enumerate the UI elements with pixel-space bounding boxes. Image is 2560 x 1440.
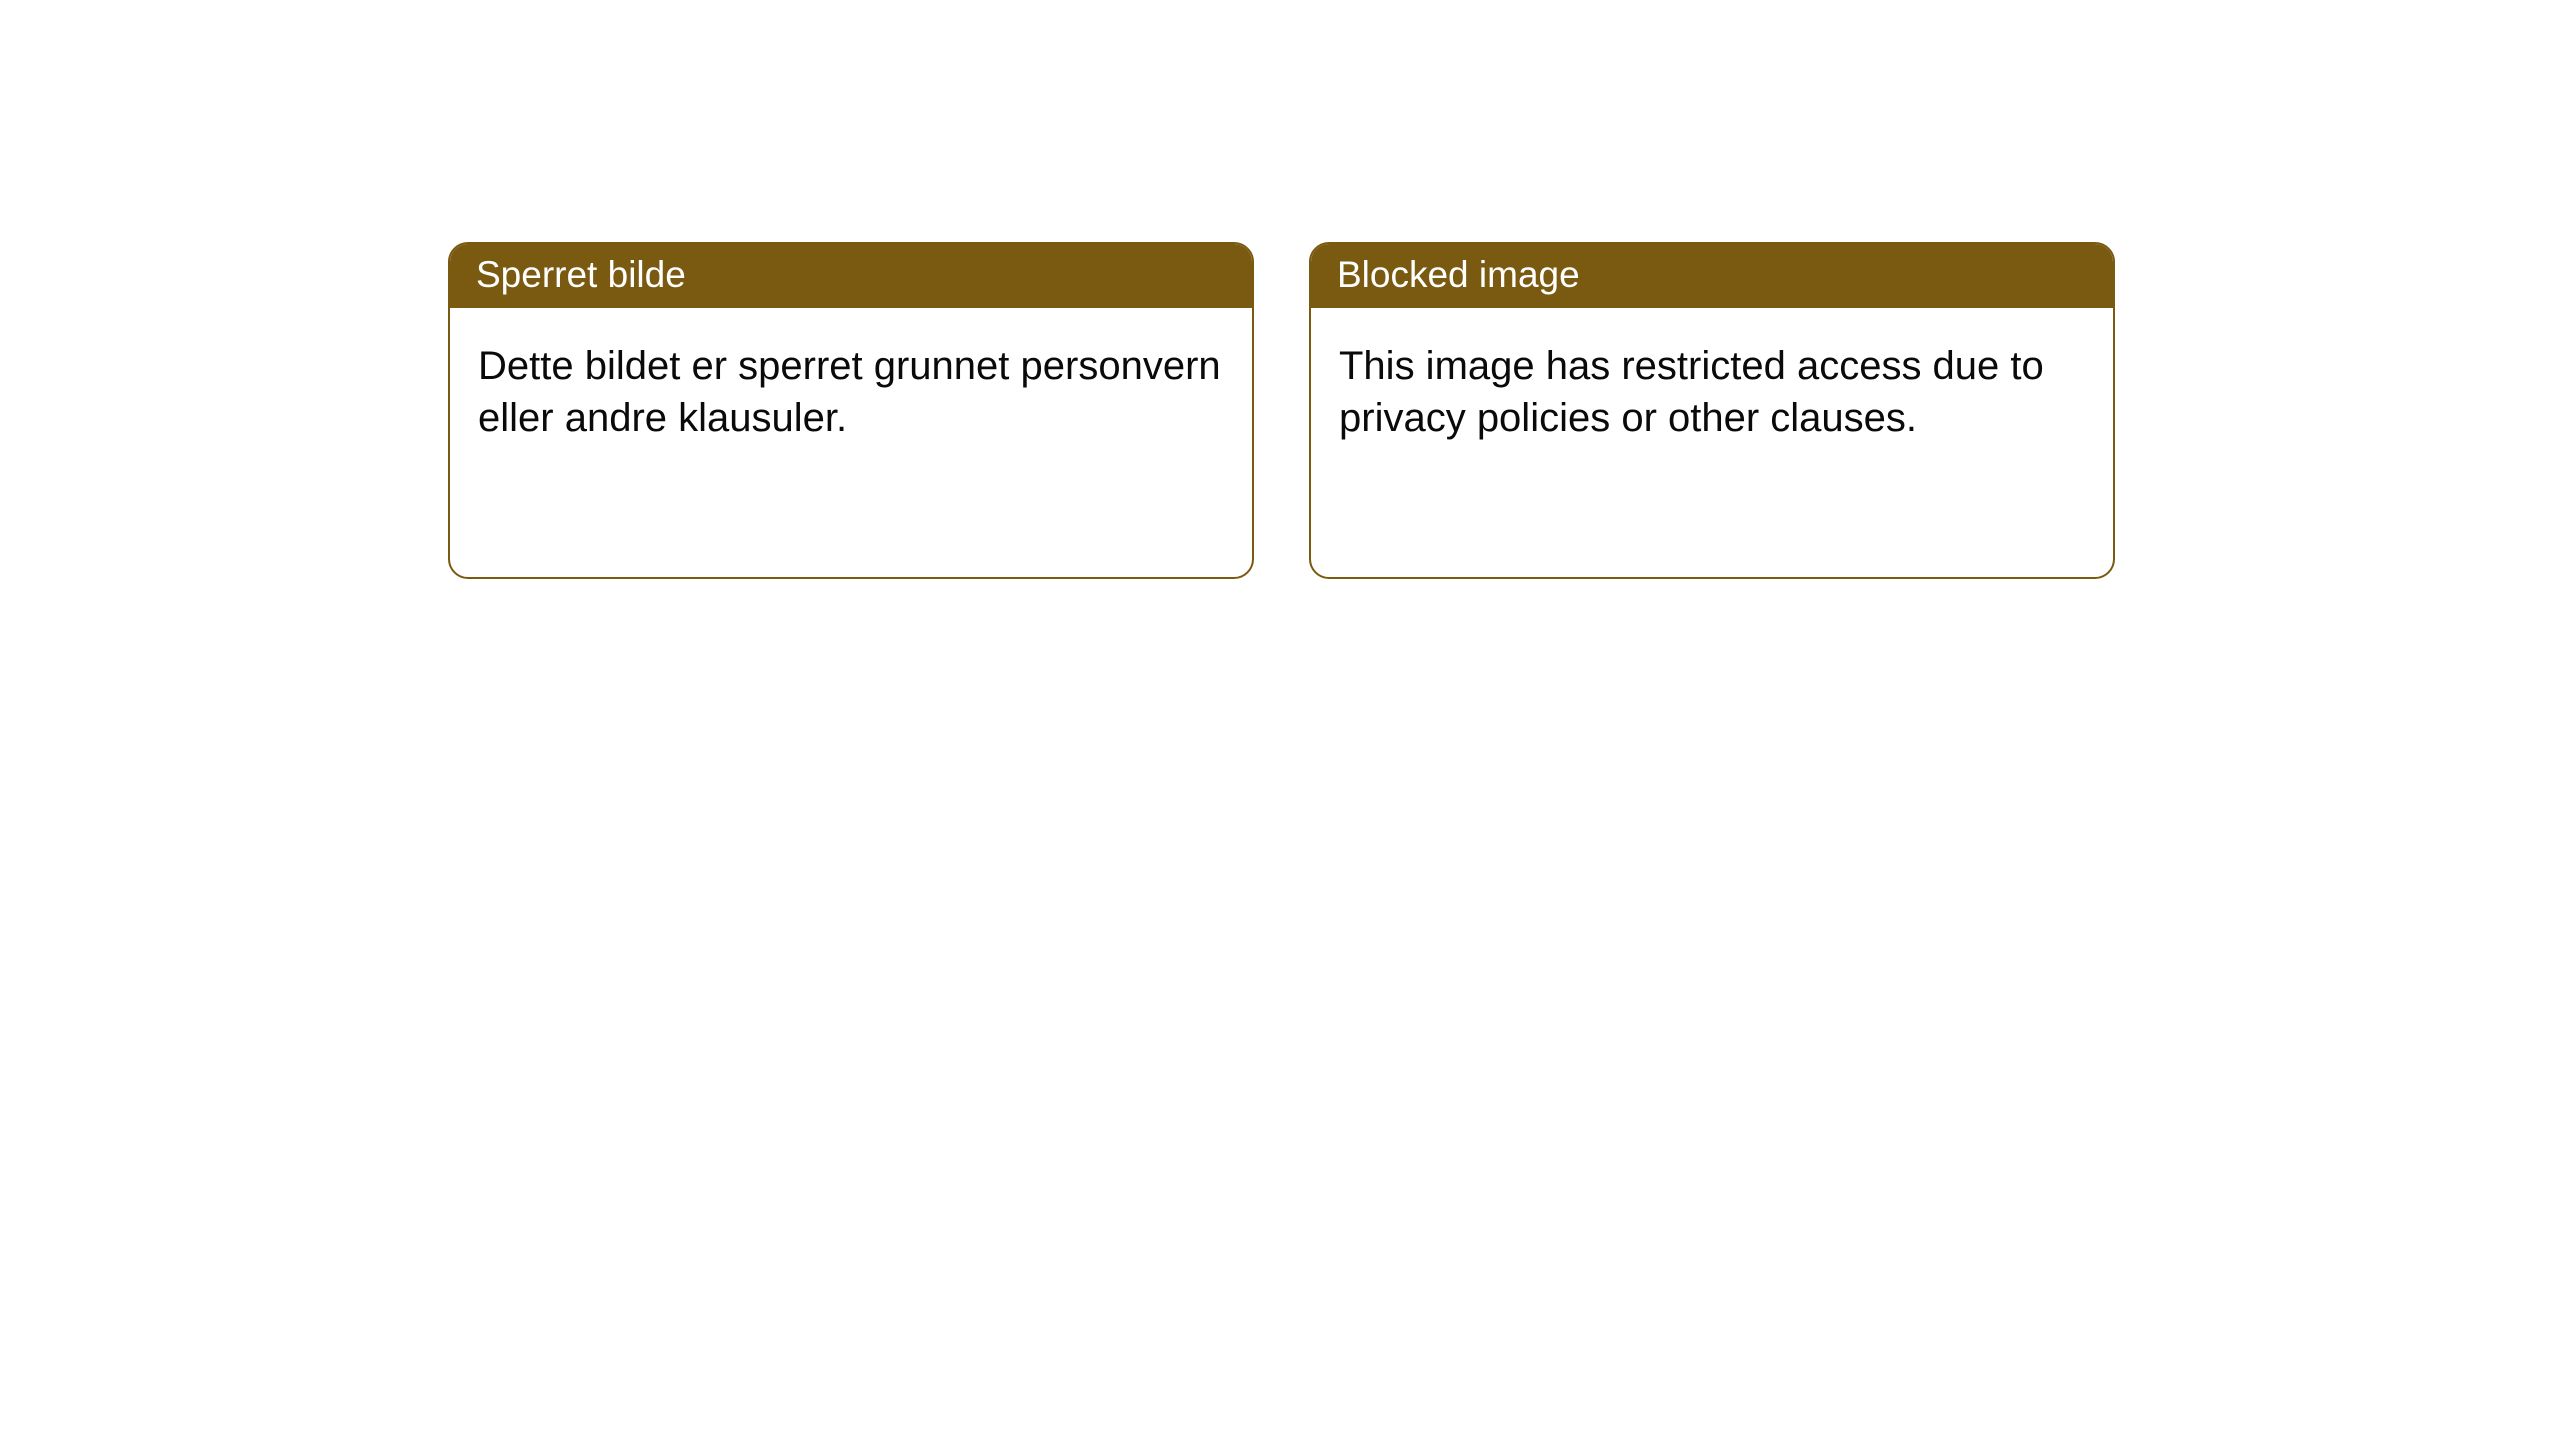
card-body-text: Dette bildet er sperret grunnet personve… [478,344,1221,440]
notice-card-norwegian: Sperret bilde Dette bildet er sperret gr… [448,242,1254,579]
card-header-text: Blocked image [1337,254,1580,295]
notice-card-english: Blocked image This image has restricted … [1309,242,2115,579]
card-header-text: Sperret bilde [476,254,686,295]
card-body-text: This image has restricted access due to … [1339,344,2044,440]
card-body: This image has restricted access due to … [1311,308,2113,476]
card-body: Dette bildet er sperret grunnet personve… [450,308,1252,476]
card-header: Sperret bilde [450,244,1252,308]
notice-container: Sperret bilde Dette bildet er sperret gr… [0,0,2560,579]
card-header: Blocked image [1311,244,2113,308]
